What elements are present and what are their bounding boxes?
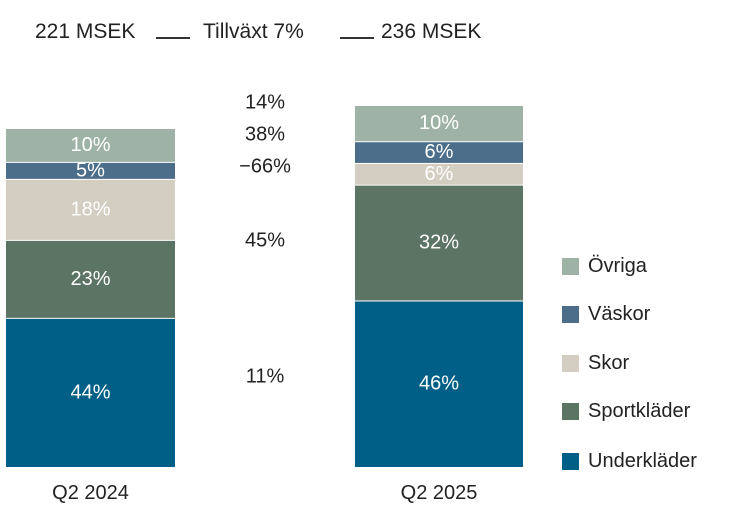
legend-swatch: [562, 305, 579, 323]
legend-swatch: [562, 354, 579, 372]
legend-label: Övriga: [588, 254, 647, 277]
data-label-underklader-2: 46%: [419, 373, 459, 395]
legend-label: Skor: [588, 351, 630, 374]
growth-rate-övriga: 14%: [244, 91, 286, 114]
legend-item-skor: Skor: [562, 351, 629, 375]
data-label-skor-2: 6%: [425, 163, 454, 185]
data-label-sportklader-1: 23%: [70, 268, 110, 290]
segment-separator: [355, 104, 523, 106]
bar-segment-underklader-2: [355, 300, 523, 467]
data-label-ovriga-2: 10%: [419, 112, 459, 134]
data-label-vaskor-2: 6%: [425, 141, 454, 163]
header-line-left: [156, 37, 190, 39]
bar-segment-sportklader-2: [355, 184, 523, 301]
legend-swatch: [562, 402, 579, 420]
legend-swatch: [562, 452, 579, 470]
bar-segment-ovriga-1: [6, 128, 175, 162]
segment-separator: [6, 127, 175, 130]
data-label-skor-1: 18%: [70, 198, 110, 220]
legend-item-vaskor: Väskor: [562, 302, 650, 326]
segment-separator: [355, 299, 523, 302]
data-label-sportklader-2: 32%: [419, 232, 459, 254]
legend-label: Sportkläder: [588, 399, 691, 422]
segment-separator: [6, 177, 175, 180]
bar-segment-underklader-1: [6, 317, 175, 467]
data-label-ovriga-1: 10%: [70, 134, 110, 156]
bar-segment-sportklader-1: [6, 239, 175, 318]
growth-rate-skor: −66%: [239, 155, 291, 178]
legend-swatch: [562, 257, 579, 275]
data-label-vaskor-1: 5%: [76, 159, 105, 181]
growth-rate-underkläder: 11%: [245, 365, 285, 388]
legend-item-sportklader: Sportkläder: [562, 399, 690, 423]
x-tick-label: Q2 2025: [400, 482, 478, 504]
bar-segment-vaskor-2: [355, 141, 523, 163]
right-total-label: 236 MSEK: [381, 20, 482, 43]
legend-item-underklader: Underkläder: [562, 449, 697, 473]
left-total-label: 221 MSEK: [35, 20, 136, 43]
bar-segment-skor-1: [6, 178, 175, 240]
x-tick-label: Q2 2024: [52, 482, 129, 504]
growth-header-label: Tillväxt 7%: [203, 20, 304, 43]
legend-label: Väskor: [588, 302, 651, 325]
legend-label: Underkläder: [588, 449, 697, 472]
header-line-right: [340, 37, 374, 39]
bar-segment-ovriga-2: [355, 105, 523, 142]
data-label-underklader-1: 44%: [70, 381, 110, 403]
legend-item-ovriga: Övriga: [562, 254, 647, 278]
bar-segment-vaskor-1: [6, 161, 175, 179]
growth-rate-väskor: 38%: [244, 123, 286, 146]
growth-rate-sportkläder: 45%: [244, 229, 286, 252]
bar-segment-skor-2: [355, 162, 523, 185]
